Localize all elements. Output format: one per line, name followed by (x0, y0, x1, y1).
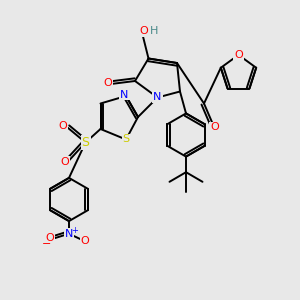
Text: +: + (71, 226, 78, 235)
Text: O: O (210, 122, 219, 133)
Text: N: N (153, 92, 162, 103)
Text: O: O (60, 157, 69, 167)
Text: N: N (65, 229, 73, 239)
Text: O: O (140, 26, 148, 37)
Text: N: N (120, 89, 129, 100)
Text: O: O (58, 121, 68, 131)
Text: S: S (82, 136, 89, 149)
Text: O: O (81, 236, 90, 246)
Text: O: O (46, 233, 55, 243)
Text: −: − (41, 238, 51, 249)
Text: S: S (122, 134, 130, 145)
Text: H: H (150, 26, 159, 37)
Text: O: O (234, 50, 243, 60)
Text: O: O (103, 77, 112, 88)
